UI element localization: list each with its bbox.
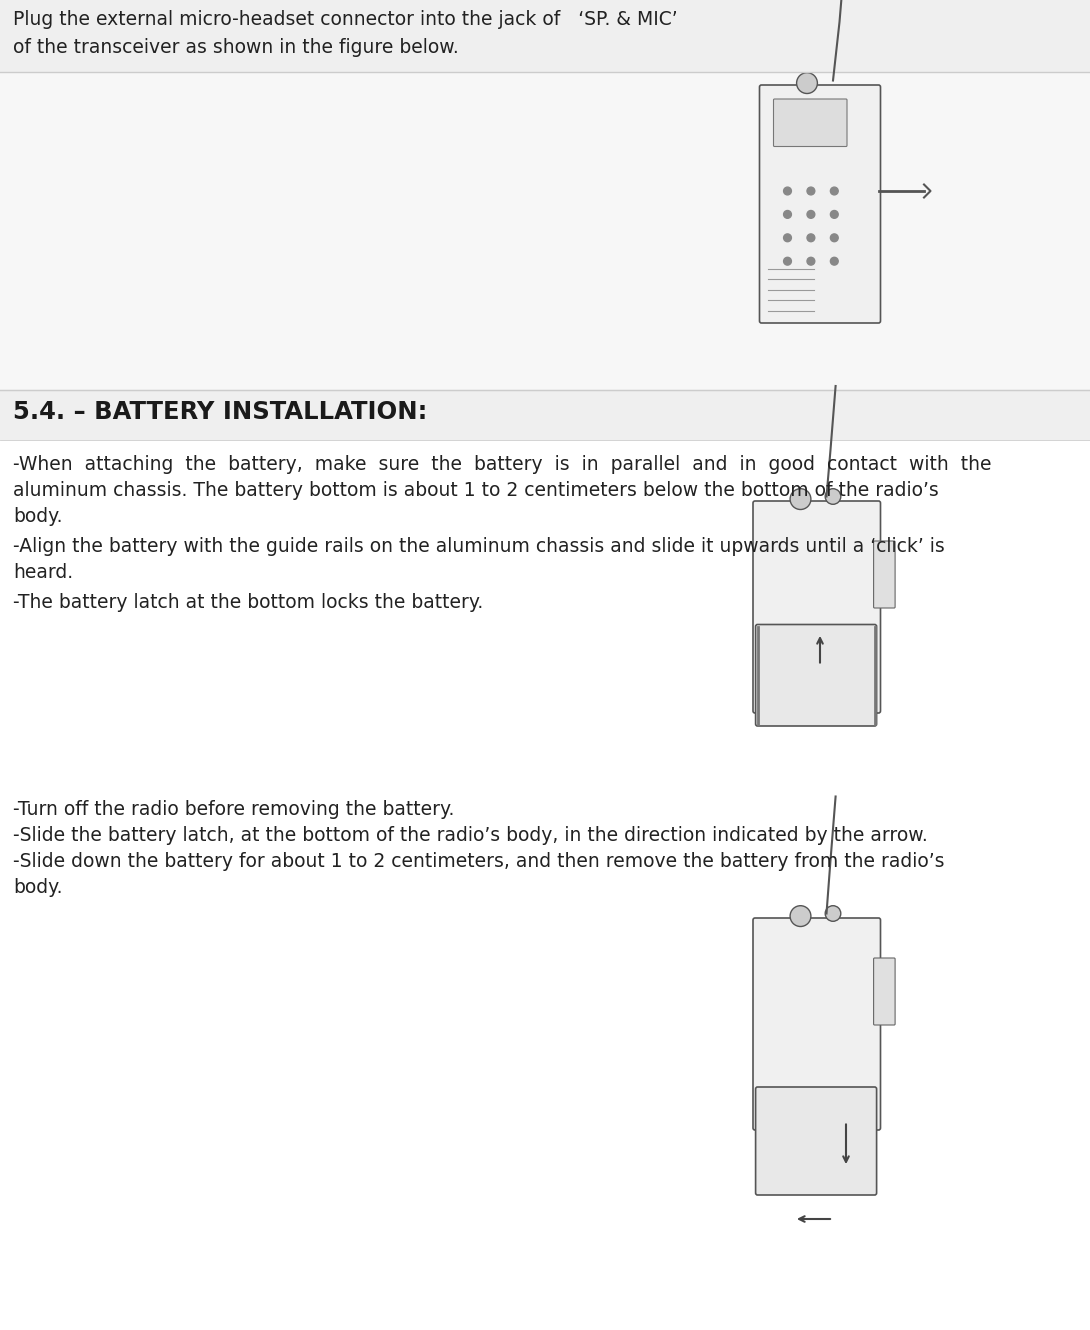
Circle shape — [831, 188, 838, 196]
Text: -When  attaching  the  battery,  make  sure  the  battery  is  in  parallel  and: -When attaching the battery, make sure t… — [13, 455, 992, 473]
Circle shape — [784, 188, 791, 196]
Circle shape — [831, 234, 838, 242]
Circle shape — [784, 257, 791, 265]
FancyBboxPatch shape — [753, 501, 881, 713]
Circle shape — [807, 234, 815, 242]
Bar — [0, 72, 1090, 390]
FancyBboxPatch shape — [873, 958, 895, 1025]
Bar — [0, 390, 1090, 440]
Text: of the transceiver as shown in the figure below.: of the transceiver as shown in the figur… — [13, 39, 459, 57]
Text: aluminum chassis. The battery bottom is about 1 to 2 centimeters below the botto: aluminum chassis. The battery bottom is … — [13, 481, 938, 500]
Text: body.: body. — [13, 878, 62, 896]
Text: heard.: heard. — [13, 563, 73, 583]
Circle shape — [825, 906, 840, 922]
Circle shape — [784, 210, 791, 218]
Text: 5.4. – BATTERY INSTALLATION:: 5.4. – BATTERY INSTALLATION: — [13, 400, 427, 424]
Text: body.: body. — [13, 507, 62, 525]
Bar — [0, 0, 1090, 72]
Circle shape — [784, 234, 791, 242]
Text: Plug the external micro-headset connector into the jack of   ‘SP. & MIC’: Plug the external micro-headset connecto… — [13, 11, 678, 29]
Circle shape — [807, 188, 815, 196]
Text: -Turn off the radio before removing the battery.: -Turn off the radio before removing the … — [13, 801, 455, 819]
Text: -Align the battery with the guide rails on the aluminum chassis and slide it upw: -Align the battery with the guide rails … — [13, 537, 945, 556]
FancyBboxPatch shape — [755, 625, 876, 726]
Circle shape — [790, 488, 811, 509]
FancyBboxPatch shape — [755, 1087, 876, 1194]
Circle shape — [825, 488, 840, 504]
Text: -Slide down the battery for about 1 to 2 centimeters, and then remove the batter: -Slide down the battery for about 1 to 2… — [13, 853, 945, 871]
Circle shape — [807, 257, 815, 265]
FancyBboxPatch shape — [774, 98, 847, 146]
FancyBboxPatch shape — [873, 541, 895, 608]
Circle shape — [831, 210, 838, 218]
FancyBboxPatch shape — [753, 918, 881, 1130]
Text: -Slide the battery latch, at the bottom of the radio’s body, in the direction in: -Slide the battery latch, at the bottom … — [13, 826, 928, 845]
Circle shape — [807, 210, 815, 218]
Circle shape — [797, 73, 818, 93]
Circle shape — [831, 257, 838, 265]
Circle shape — [790, 906, 811, 927]
Text: -The battery latch at the bottom locks the battery.: -The battery latch at the bottom locks t… — [13, 593, 483, 612]
FancyBboxPatch shape — [760, 85, 881, 323]
